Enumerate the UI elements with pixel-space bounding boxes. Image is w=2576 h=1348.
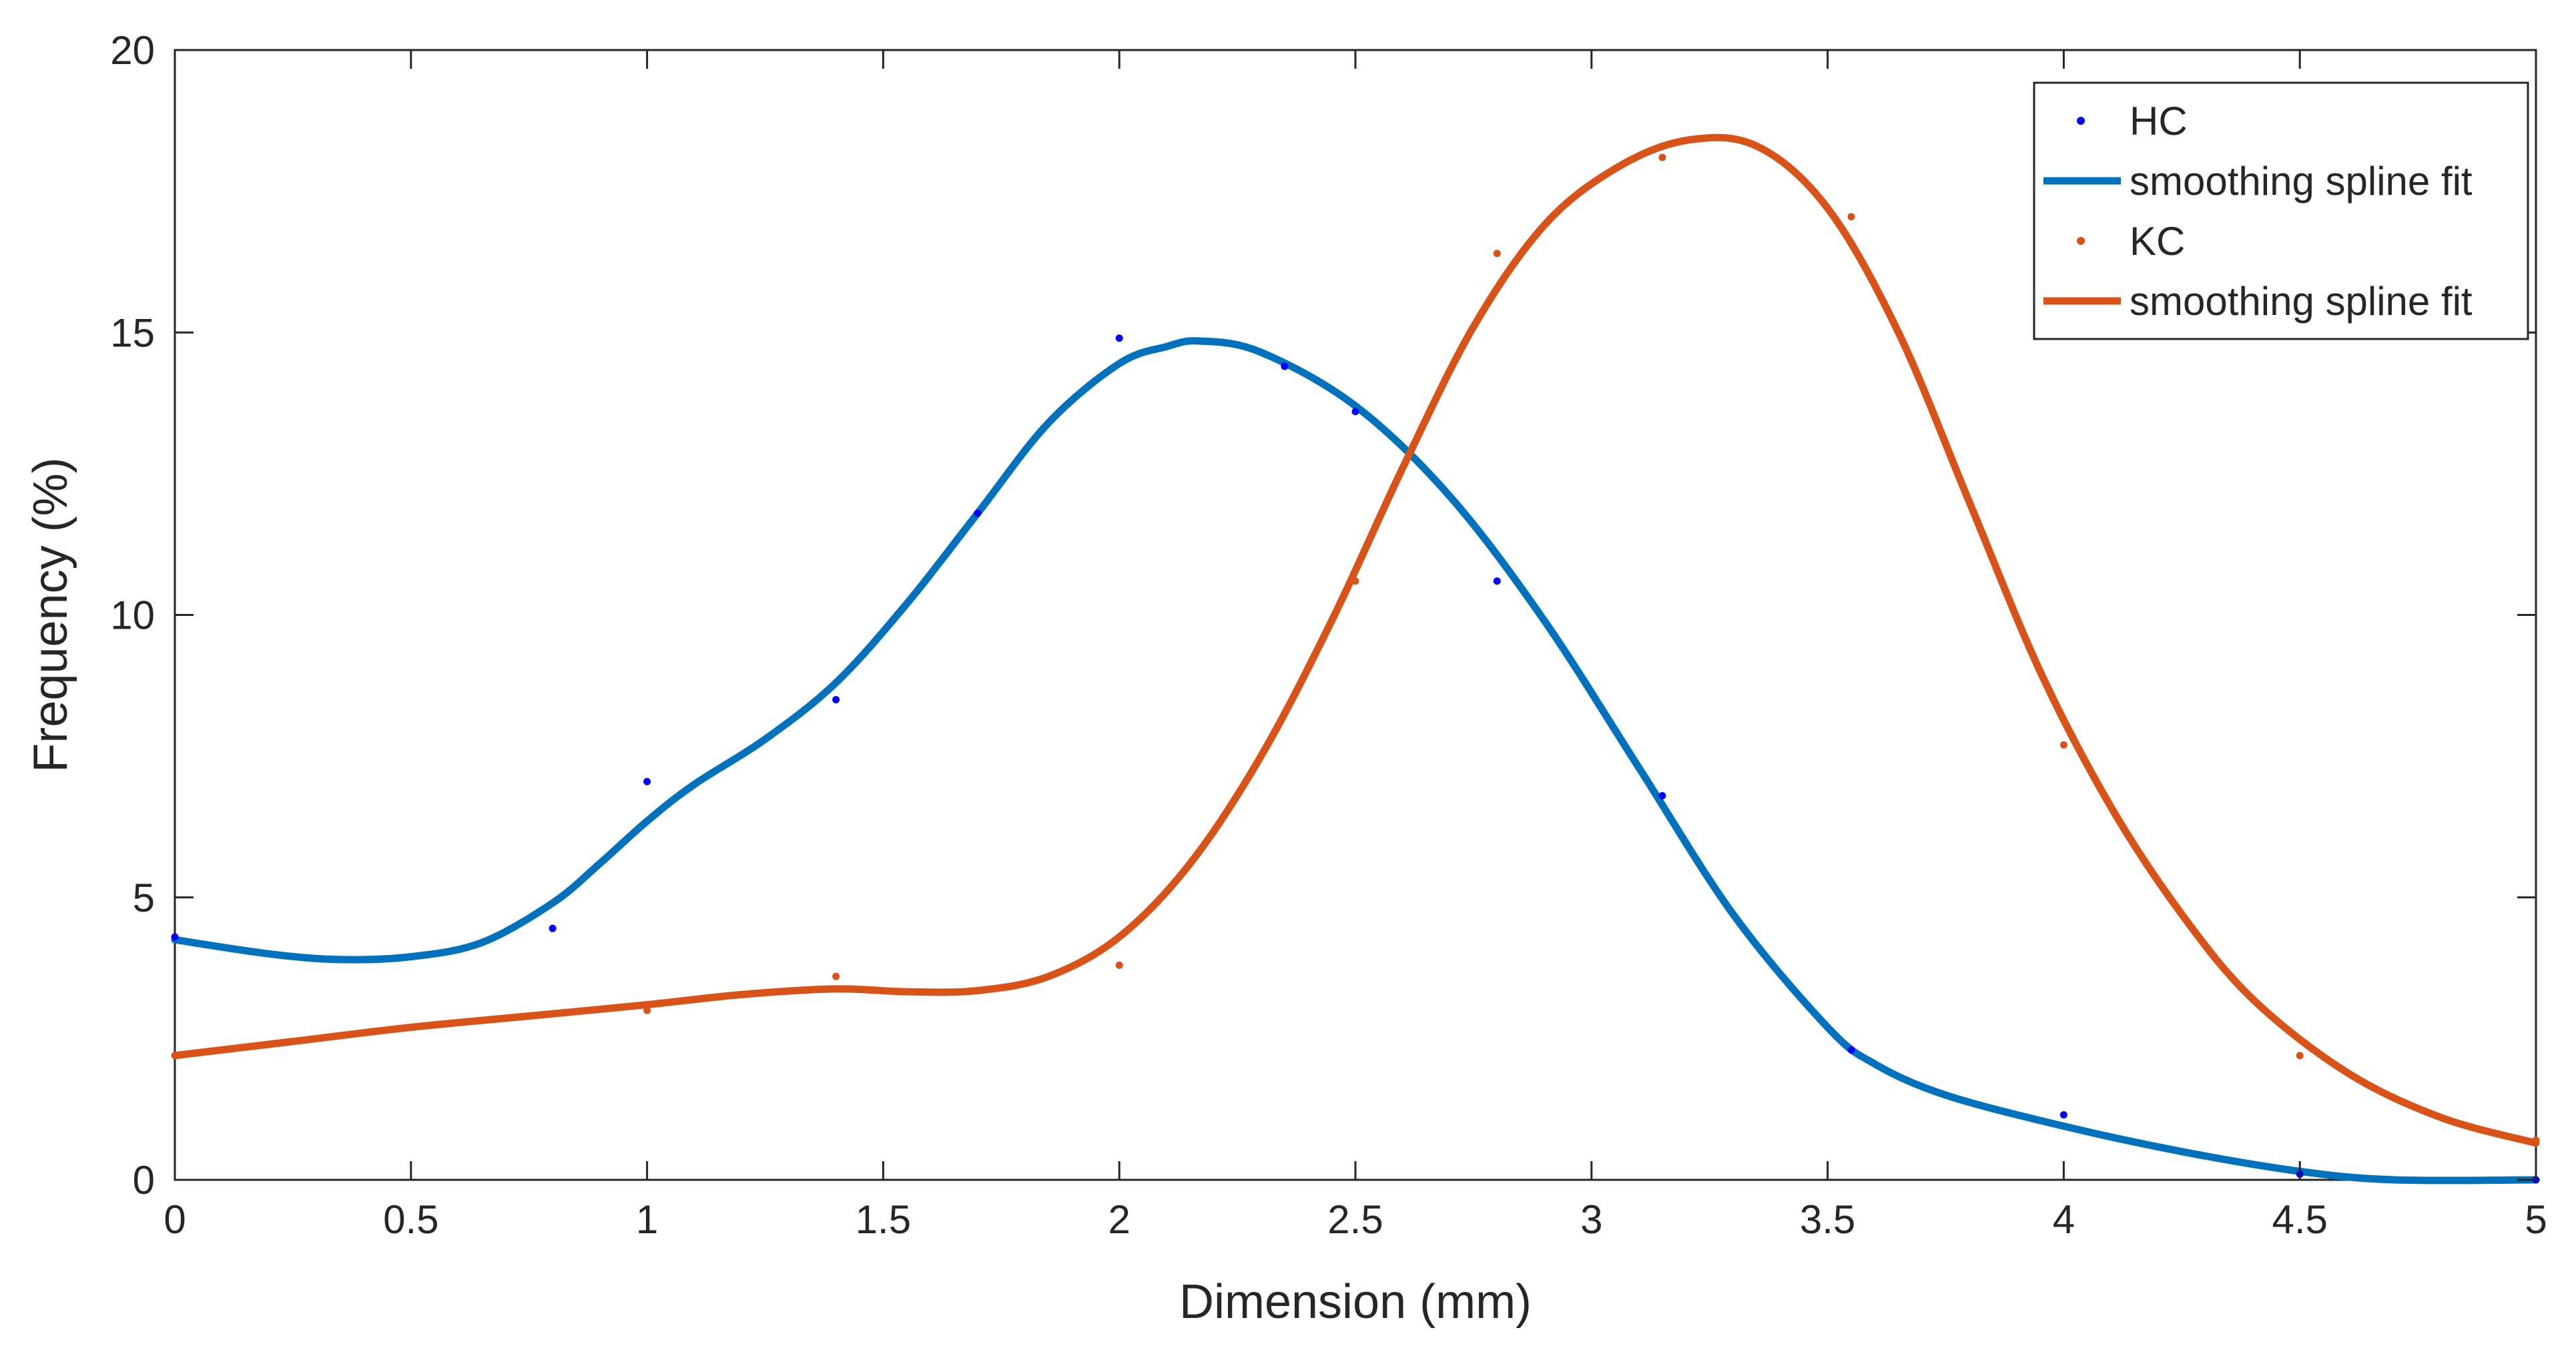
series-2-data-point [2296,1052,2304,1060]
legend-entry-label: HC [2130,99,2188,143]
x-tick-label: 3 [1580,1197,1602,1242]
x-axis-ticks: 0 0.5 1 1.5 2 2.5 3 3.5 4 4.5 5 [164,50,2547,1242]
series-0-data-point [1658,791,1666,799]
legend-entry-label: KC [2130,219,2185,264]
series-0-data-point [2059,1111,2067,1119]
series-0-data-point [1351,408,1359,416]
y-tick-label: 5 [133,876,155,920]
x-tick-label: 4.5 [2272,1197,2327,1242]
x-tick-label: 3.5 [1800,1197,1855,1242]
series-2-data-point [832,972,840,980]
y-tick-label: 0 [133,1158,155,1203]
series-2-data-point [1493,250,1501,258]
series-2-data-point [974,986,982,994]
x-tick-label: 1 [636,1197,658,1242]
legend-entry-label: smoothing spline fit [2130,279,2473,324]
series-2-data-point [643,1006,651,1014]
series-2-data-point [1351,577,1359,585]
y-tick-label: 15 [110,310,155,355]
series-0-data-point [1493,577,1501,585]
legend-box [2033,81,2529,340]
series-2-data-point [1847,213,1855,221]
legend-marker [2077,117,2085,125]
series-0-data-point [974,509,982,517]
series-0-data-point [549,924,557,932]
series-2-data-point [2059,741,2067,749]
series-2-data-point [2532,1136,2540,1144]
legend-entry-label: smoothing spline fit [2130,159,2473,204]
x-axis-title: Dimension (mm) [1179,1275,1532,1329]
x-tick-label: 0 [164,1197,186,1242]
legend-marker [2077,237,2085,245]
series-1-fit-line [171,337,2540,1185]
legend: HC smoothing spline fit KC smoothing spline… [2033,81,2529,340]
series-0-data-point [832,695,840,703]
series-2-data-point [1115,961,1123,969]
x-tick-label: 5 [2525,1197,2547,1242]
x-tick-label: 2.5 [1327,1197,1383,1242]
y-tick-label: 10 [110,593,155,638]
series-0-data-point [171,933,179,941]
series-0-data-point [1115,334,1123,342]
series-layer [171,133,2540,1185]
series-0-data-point [1281,362,1289,370]
x-tick-label: 2 [1108,1197,1131,1242]
y-tick-label: 20 [110,28,155,73]
x-tick-label: 0.5 [383,1197,438,1242]
series-0-data-point [1847,1046,1855,1054]
series-0-data-point [643,777,651,785]
x-tick-label: 1.5 [856,1197,911,1242]
y-axis-title: Frequency (%) [24,457,77,772]
series-3-fit-line [171,133,2540,1147]
x-tick-label: 4 [2053,1197,2075,1242]
series-2-data-point [1658,153,1666,161]
